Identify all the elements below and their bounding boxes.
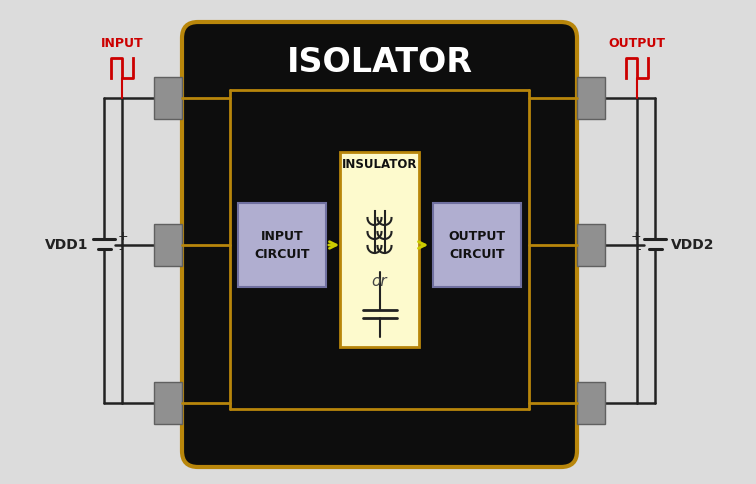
Text: +: + [631, 230, 641, 243]
Text: or: or [372, 274, 387, 289]
Bar [577, 224, 605, 266]
Text: INPUT: INPUT [101, 37, 144, 50]
FancyBboxPatch shape [182, 22, 577, 467]
Bar [154, 224, 182, 266]
Text: VDD2: VDD2 [671, 238, 714, 252]
Bar [340, 152, 419, 347]
Bar [154, 77, 182, 119]
Text: INPUT
CIRCUIT: INPUT CIRCUIT [254, 229, 310, 260]
Text: VDD1: VDD1 [45, 238, 88, 252]
Text: INSULATOR: INSULATOR [342, 158, 417, 171]
Text: OUTPUT: OUTPUT [609, 37, 665, 50]
Text: -: - [637, 243, 641, 257]
Text: +: + [118, 230, 129, 243]
Text: -: - [118, 243, 122, 257]
Bar [238, 203, 326, 287]
Bar [154, 382, 182, 424]
Bar [577, 382, 605, 424]
Bar [577, 77, 605, 119]
Text: ISOLATOR: ISOLATOR [287, 45, 472, 78]
Bar [433, 203, 521, 287]
Text: OUTPUT
CIRCUIT: OUTPUT CIRCUIT [448, 229, 506, 260]
